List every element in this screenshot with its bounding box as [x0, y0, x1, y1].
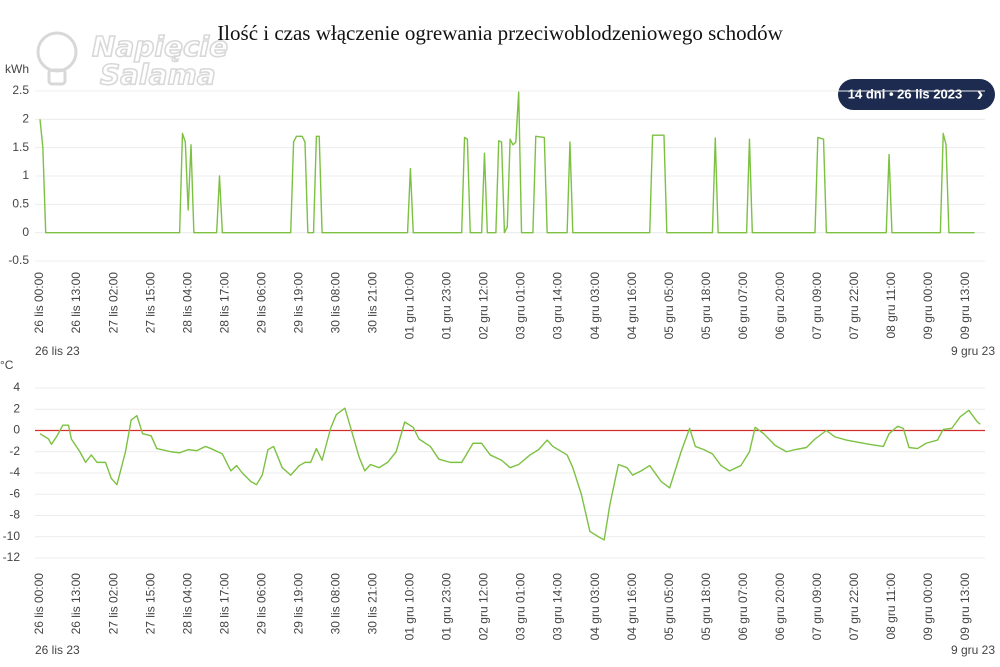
y-tick-label: 2 [22, 112, 29, 126]
range-button[interactable]: 14 dni • 26 lis 2023 › [838, 79, 995, 110]
page-title: Ilość i czas włączenie ogrewania przeciw… [217, 21, 783, 45]
x-tick-label: 08 gru 11:00 [884, 573, 898, 640]
x-tick-label: 04 gru 03:00 [588, 272, 602, 340]
x-tick-label: 27 lis 15:00 [143, 573, 157, 635]
x-tick-label: 05 gru 18:00 [699, 573, 713, 641]
x-tick-label: 26 lis 13:00 [69, 272, 83, 334]
x-tick-label: 03 gru 01:00 [514, 272, 528, 340]
x-tick-label: 01 gru 23:00 [440, 272, 454, 340]
y-tick-label: -0.5 [8, 253, 29, 267]
range-button-bg[interactable] [838, 79, 995, 110]
y-tick-label: 1 [22, 168, 29, 182]
x-tick-label: 06 gru 07:00 [736, 272, 750, 340]
chart-panel: °C 4 2 0 -2 -4 -6 -8 -10 -12 26 lis 00:00 26 lis 13… [0, 358, 995, 657]
x-tick-label: 28 lis 04:00 [180, 272, 194, 334]
range-start-label: 26 lis 23 [35, 344, 80, 358]
y-tick-label: -8 [9, 508, 20, 522]
data-line [39, 91, 975, 234]
x-tick-label: 01 gru 10:00 [403, 272, 417, 340]
x-tick-label: 05 gru 05:00 [662, 573, 676, 641]
x-tick-label: 29 lis 06:00 [254, 272, 268, 334]
y-tick-label: -4 [9, 465, 20, 479]
x-tick-label: 06 gru 20:00 [773, 573, 787, 641]
range-button-label[interactable]: 14 dni • 26 lis 2023 [848, 86, 962, 101]
y-tick-label: 0 [22, 225, 29, 239]
x-tick-label: 01 gru 10:00 [403, 573, 417, 641]
y-axis-unit: °C [0, 358, 14, 372]
x-tick-label: 29 lis 06:00 [254, 573, 268, 635]
logo-bulb [36, 31, 78, 73]
range-start-label: 26 lis 23 [35, 643, 80, 657]
data-line [39, 407, 981, 541]
x-tick-label: 05 gru 05:00 [662, 272, 676, 340]
y-tick-label: 2 [13, 401, 20, 415]
x-tick-label: 04 gru 16:00 [625, 272, 639, 340]
x-tick-label: 03 gru 14:00 [551, 573, 565, 641]
x-tick-label: 26 lis 13:00 [69, 573, 83, 635]
x-tick-label: 29 lis 19:00 [291, 573, 305, 635]
logo-text: Salama [100, 58, 216, 91]
x-tick-label: 07 gru 09:00 [810, 573, 824, 641]
y-tick-label: -10 [3, 529, 21, 543]
y-tick-label: 2.5 [12, 83, 29, 97]
x-tick-label: 04 gru 16:00 [625, 573, 639, 641]
x-tick-label: 07 gru 22:00 [847, 573, 861, 641]
x-tick-label: 09 gru 13:00 [958, 272, 972, 340]
range-button-arrow[interactable]: › [977, 83, 984, 105]
x-tick-label: 30 lis 21:00 [366, 573, 380, 635]
x-tick-label: 05 gru 18:00 [699, 272, 713, 340]
x-tick-label: 02 gru 12:00 [477, 272, 491, 340]
x-tick-label: 04 gru 03:00 [588, 573, 602, 641]
x-tick-label: 03 gru 01:00 [514, 573, 528, 641]
logo-text: Napięcie [92, 30, 228, 63]
logo: Napięcie Salama [36, 29, 229, 92]
y-tick-label: 4 [13, 380, 20, 394]
y-tick-label: 0.5 [12, 197, 29, 211]
x-tick-label: 06 gru 20:00 [773, 272, 787, 340]
range-end-label: 9 gru 23 [951, 344, 995, 358]
x-tick-label: 28 lis 17:00 [217, 573, 231, 635]
x-tick-label: 30 lis 21:00 [366, 272, 380, 334]
x-tick-label: 30 lis 08:00 [328, 272, 342, 334]
x-tick-label: 27 lis 02:00 [106, 573, 120, 635]
logo-bulb-base [47, 68, 67, 86]
x-tick-label: 09 gru 13:00 [958, 573, 972, 641]
chart-panel: kWh 2.5 2 1.5 1 0.5 0 -0.526 lis 00:00 26 lis 13… [5, 62, 995, 358]
y-tick-label: -2 [9, 444, 20, 458]
x-tick-label: 08 gru 11:00 [884, 272, 898, 339]
x-tick-label: 01 gru 23:00 [440, 573, 454, 641]
x-tick-label: 27 lis 15:00 [143, 272, 157, 334]
x-tick-label: 07 gru 09:00 [810, 272, 824, 340]
x-tick-label: 07 gru 22:00 [847, 272, 861, 340]
y-axis-unit: kWh [5, 62, 29, 76]
y-tick-label: 1.5 [12, 140, 29, 154]
x-tick-label: 30 lis 08:00 [328, 573, 342, 635]
x-tick-label: 06 gru 07:00 [736, 573, 750, 641]
x-tick-label: 28 lis 04:00 [180, 573, 194, 635]
x-tick-label: 28 lis 17:00 [217, 272, 231, 334]
x-tick-label: 27 lis 02:00 [106, 272, 120, 334]
x-tick-label: 26 lis 00:00 [32, 272, 46, 334]
y-tick-label: -6 [9, 486, 20, 500]
y-tick-label: 0 [13, 423, 20, 437]
y-tick-label: -12 [3, 550, 21, 564]
x-tick-label: 09 gru 00:00 [921, 272, 935, 340]
x-tick-label: 26 lis 00:00 [32, 573, 46, 635]
x-tick-label: 02 gru 12:00 [477, 573, 491, 641]
x-tick-label: 09 gru 00:00 [921, 573, 935, 641]
range-end-label: 9 gru 23 [951, 643, 995, 657]
x-tick-label: 03 gru 14:00 [551, 272, 565, 340]
x-tick-label: 29 lis 19:00 [291, 272, 305, 334]
